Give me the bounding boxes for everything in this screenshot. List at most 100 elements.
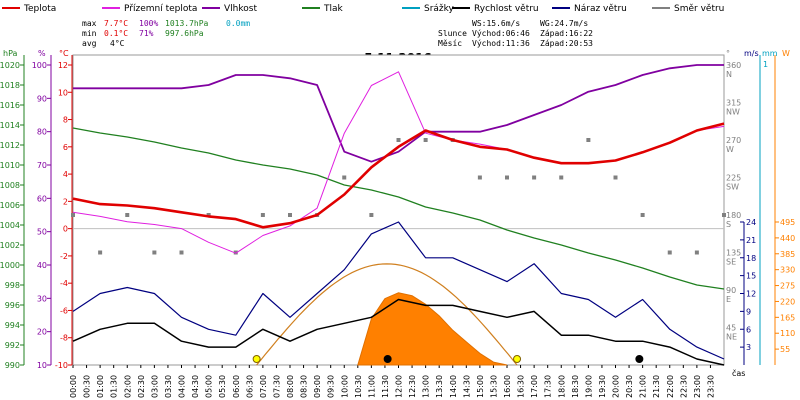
dir-tick-label: 135: [726, 249, 741, 258]
wind-direction-point: [532, 175, 537, 180]
hpa-tick-label: 1020: [0, 61, 20, 70]
hpa-tick-label: 1004: [0, 221, 20, 230]
x-tick-label: 15:30: [489, 375, 498, 398]
axis-mm-tick: 1: [763, 60, 768, 69]
temp-tick-label: -4: [60, 279, 68, 288]
hpa-tick-label: 1000: [0, 261, 20, 270]
stats-min-press: 997.6hPa: [165, 29, 204, 38]
hpa-tick-label: 1016: [0, 101, 20, 110]
pct-tick-label: 40: [37, 261, 47, 270]
axis-hpa-label: hPa: [3, 49, 18, 58]
x-tick-label: 14:00: [449, 375, 458, 398]
dir-tick-label: S: [726, 220, 731, 229]
x-tick-label: 02:30: [137, 375, 146, 398]
wind-direction-point: [722, 213, 726, 217]
x-tick-label: 18:00: [557, 375, 566, 398]
wind-direction-point: [98, 250, 103, 255]
sun-marker: [513, 355, 522, 363]
svg-text:Rychlost větru: Rychlost větru: [474, 4, 539, 14]
x-tick-label: 07:00: [259, 375, 268, 398]
axis-dir-label: °: [726, 49, 730, 58]
dir-tick-label: NW: [726, 108, 740, 117]
x-tick-label: 20:00: [612, 375, 621, 398]
hpa-tick-label: 1010: [0, 161, 20, 170]
legend-item-smer-vetru: Směr větru: [652, 4, 724, 14]
x-tick-label: 01:00: [96, 375, 105, 398]
dir-tick-label: 270: [726, 136, 741, 145]
wm2-tick-label: 275: [780, 282, 795, 291]
svg-text:Náraz větru: Náraz větru: [574, 4, 627, 14]
x-axis: 00:00 00:30 01:00 01:30 02:00 02:30 03:00 03:30…: [69, 365, 745, 398]
stats-min-temp: 0.1°C: [104, 29, 128, 38]
dir-tick-label: W: [726, 145, 734, 154]
wm2-tick-label: 165: [780, 313, 795, 322]
x-tick-label: 22:30: [679, 375, 688, 398]
legend-item-srazky: Srážky: [402, 4, 455, 14]
wind-direction-point: [477, 175, 482, 180]
x-tick-label: 21:30: [652, 375, 661, 398]
series-tlak-line: [72, 127, 725, 290]
axis-wm2-label: W: [782, 49, 790, 58]
hpa-tick-label: 1018: [0, 81, 20, 90]
x-axis-label: čas: [732, 368, 745, 378]
x-tick-label: 10:30: [354, 375, 363, 398]
pct-tick-label: 90: [37, 94, 47, 103]
speed-tick-label: 6: [746, 325, 751, 334]
hpa-tick-label: 1008: [0, 181, 20, 190]
speed-tick-label: 12: [746, 290, 756, 299]
info-block: WS:15.6m/s WG:24.7m/s Slunce Východ:06:4…: [438, 19, 593, 48]
x-tick-label: 07:30: [272, 375, 281, 398]
pct-tick-label: 30: [37, 294, 47, 303]
info-ws: WS:15.6m/s: [472, 19, 520, 28]
wm2-tick-label: 110: [780, 329, 795, 338]
x-tick-label: 19:30: [598, 375, 607, 398]
sun-arc-layer: [256, 263, 518, 366]
axis-pct: % 100 90 80 70 60 50 40 30 20 10: [32, 49, 52, 370]
wind-direction-point: [125, 213, 130, 217]
temp-tick-label: 8: [63, 116, 68, 125]
temp-tick-label: 12: [58, 61, 68, 70]
x-tick-label: 06:00: [232, 375, 241, 398]
pct-tick-label: 80: [37, 128, 47, 137]
x-tick-label: 10:00: [340, 375, 349, 398]
wind-direction-point: [667, 250, 672, 255]
x-tick-label: 20:30: [625, 375, 634, 398]
x-tick-label: 08:00: [286, 375, 295, 398]
svg-text:Teplota: Teplota: [23, 4, 56, 14]
pct-tick-label: 60: [37, 194, 47, 203]
legend-item-teplota: Teplota: [2, 4, 56, 14]
series-vlhkost-line: [73, 64, 724, 163]
legend-item-vlhkost: Vlhkost: [202, 4, 257, 14]
wm2-tick-label: 55: [780, 345, 790, 354]
wm2-tick-label: 385: [780, 250, 795, 259]
x-tick-label: 19:00: [584, 375, 593, 398]
wind-direction-point: [342, 175, 347, 180]
dir-tick-label: 90: [726, 286, 736, 295]
x-tick-label: 22:00: [666, 375, 675, 398]
x-tick-label: 05:30: [218, 375, 227, 398]
speed-tick-label: 3: [746, 343, 751, 352]
hpa-tick-label: 996: [5, 301, 20, 310]
x-tick-label: 17:00: [530, 375, 539, 398]
dir-tick-label: 180: [726, 211, 741, 220]
hpa-tick-label: 992: [5, 341, 20, 350]
temp-tick-label: -10: [55, 361, 68, 370]
stats-avg-temp: 4°C: [110, 39, 125, 48]
svg-text:Vlhkost: Vlhkost: [224, 4, 257, 14]
wind-direction-point: [288, 213, 292, 217]
stats-avg-label: avg: [82, 39, 97, 48]
wm2-tick-label: 440: [780, 234, 795, 243]
axis-speed-label: m/s: [744, 49, 759, 58]
axis-hpa: hPa 1020 1018 1016 1014 1012 1010 1008 1006 1004…: [0, 49, 25, 370]
moon-marker: [635, 355, 644, 363]
temp-tick-label: 6: [63, 143, 68, 152]
pct-tick-label: 10: [37, 361, 47, 370]
moon-marker: [383, 355, 392, 363]
hpa-tick-label: 990: [5, 361, 20, 370]
wind-direction-point: [505, 175, 509, 180]
dir-tick-label: E: [726, 295, 731, 304]
axis-mm: mm 1: [759, 49, 778, 365]
x-tick-label: 04:00: [178, 375, 187, 398]
x-tick-label: 00:30: [83, 375, 92, 398]
pct-tick-label: 50: [37, 228, 47, 237]
